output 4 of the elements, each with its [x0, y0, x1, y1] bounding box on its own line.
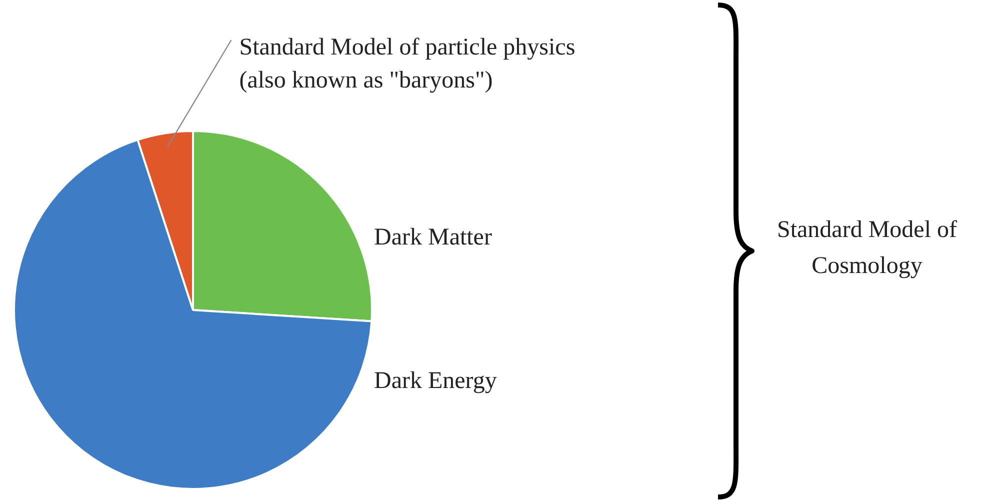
slice-label: Standard Model of particle physics (also known as "baryons")	[239, 34, 576, 94]
slice-label: Dark Matter	[374, 224, 492, 251]
text: Standard Model of Cosmology	[776, 216, 958, 281]
slice-label: Dark Energy	[374, 368, 497, 394]
